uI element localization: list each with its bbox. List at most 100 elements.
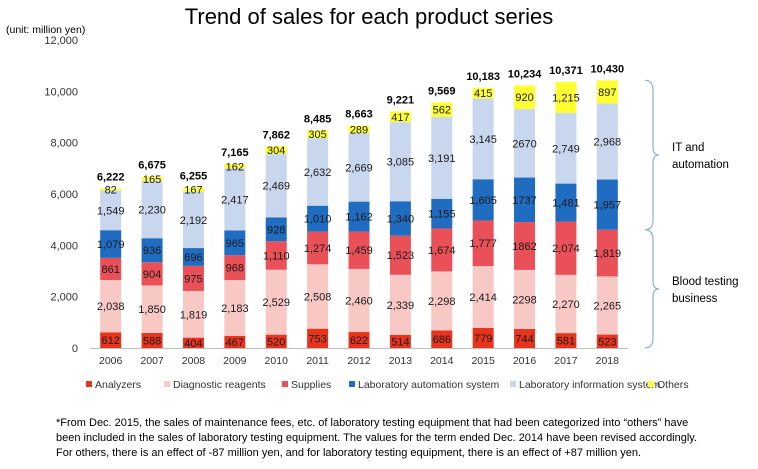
bar-segment: [514, 109, 536, 178]
bar-segment: [472, 266, 494, 329]
bar-segment: [514, 328, 536, 348]
bar-segment: [472, 328, 494, 348]
data-label: 2,230: [138, 205, 166, 217]
data-label: 2,414: [469, 292, 497, 304]
total-label: 9,221: [387, 94, 415, 106]
data-label: 1,674: [428, 245, 456, 257]
data-label: 305: [308, 129, 326, 141]
data-label: 1,850: [138, 304, 166, 316]
footnote-line: been included in the sales of laboratory…: [56, 432, 698, 444]
bar-segment: [596, 334, 618, 348]
bar-segment: [224, 279, 246, 337]
data-label: 3,085: [387, 157, 415, 169]
bar-segment: [182, 191, 204, 249]
data-label: 520: [267, 336, 285, 348]
bar-segment: [182, 187, 204, 192]
data-label: 2,192: [180, 215, 208, 227]
bar-segment: [596, 80, 618, 104]
data-label: 2298: [512, 294, 536, 306]
data-label: 1,010: [304, 214, 332, 226]
data-label: 417: [391, 112, 409, 124]
bar-segment: [348, 332, 370, 348]
x-tick-label: 2015: [471, 355, 495, 367]
bar-segment: [224, 168, 246, 231]
data-label: 936: [143, 245, 161, 257]
data-label: 897: [598, 87, 616, 99]
bar-segment: [389, 122, 411, 202]
bar-segment: [431, 102, 453, 117]
bar-segment: [307, 328, 329, 348]
data-label: 2,749: [552, 143, 580, 155]
x-tick-label: 2012: [347, 355, 371, 367]
data-label: 696: [184, 252, 202, 264]
data-label: 165: [143, 174, 161, 186]
bar-segment: [182, 290, 204, 338]
data-label: 744: [515, 333, 533, 345]
total-label: 10,183: [466, 71, 500, 83]
data-label: 523: [598, 336, 616, 348]
data-label: 1,274: [304, 243, 332, 255]
bar-segment: [307, 138, 329, 206]
group-label: Blood testing: [672, 276, 739, 288]
bar-segment: [389, 235, 411, 275]
legend-swatch: [86, 381, 92, 387]
data-label: 2,038: [97, 301, 125, 313]
data-label: 1,155: [428, 209, 456, 221]
bar-segment: [472, 98, 494, 180]
bar-segment: [265, 241, 287, 270]
footnote-line: *From Dec. 2015, the sales of maintenanc…: [56, 417, 689, 429]
data-label: 1,110: [263, 250, 290, 262]
bar-segment: [307, 264, 329, 329]
total-label: 9,569: [428, 85, 456, 97]
data-label: 415: [474, 88, 492, 100]
total-label: 6,675: [138, 160, 166, 172]
bar-segment: [389, 201, 411, 236]
bar-segment: [348, 268, 370, 333]
legend-swatch: [349, 381, 355, 387]
data-label: 1,819: [594, 248, 622, 260]
data-label: 404: [184, 338, 202, 350]
data-label: 82: [105, 184, 117, 196]
total-label: 7,165: [221, 147, 249, 159]
data-label: 167: [184, 185, 202, 197]
total-label: 10,430: [590, 63, 624, 75]
bar-segment: [431, 198, 453, 229]
data-label: 975: [184, 273, 202, 285]
bar-segment: [100, 257, 122, 280]
bar-segment: [141, 262, 163, 286]
bar-segment: [514, 177, 536, 223]
bar-segment: [431, 228, 453, 272]
bar-segment: [472, 87, 494, 99]
data-label: 2,298: [428, 296, 456, 308]
y-tick-label: 0: [72, 343, 78, 355]
legend-label: Analyzers: [95, 379, 141, 391]
data-label: 1862: [512, 241, 536, 253]
bar-segment: [141, 180, 163, 239]
data-label: 779: [474, 333, 492, 345]
data-label: 2,669: [345, 162, 373, 174]
bar-segment: [307, 130, 329, 139]
group-label: business: [672, 293, 718, 305]
legend-swatch: [164, 381, 170, 387]
data-label: 928: [267, 224, 285, 236]
unit-label: (unit: million yen): [6, 24, 85, 36]
bar-segment: [224, 336, 246, 348]
bar-segment: [265, 154, 287, 218]
legend-label: Laboratory automation system: [358, 379, 499, 391]
data-label: 467: [226, 337, 244, 349]
data-label: 2,508: [304, 291, 332, 303]
total-label: 8,485: [304, 113, 332, 125]
x-tick-label: 2014: [430, 355, 454, 367]
total-label: 8,663: [345, 109, 373, 121]
legend-swatch: [282, 381, 288, 387]
y-tick-label: 10,000: [44, 86, 78, 98]
data-label: 753: [308, 333, 326, 345]
bar-segment: [265, 269, 287, 335]
bar-segment: [182, 265, 204, 291]
x-tick-label: 2017: [554, 355, 578, 367]
data-label: 2,460: [345, 295, 373, 307]
data-label: 588: [143, 335, 161, 347]
x-tick-label: 2018: [596, 355, 620, 367]
data-label: 2,339: [387, 300, 415, 312]
data-label: 1,957: [594, 200, 622, 212]
